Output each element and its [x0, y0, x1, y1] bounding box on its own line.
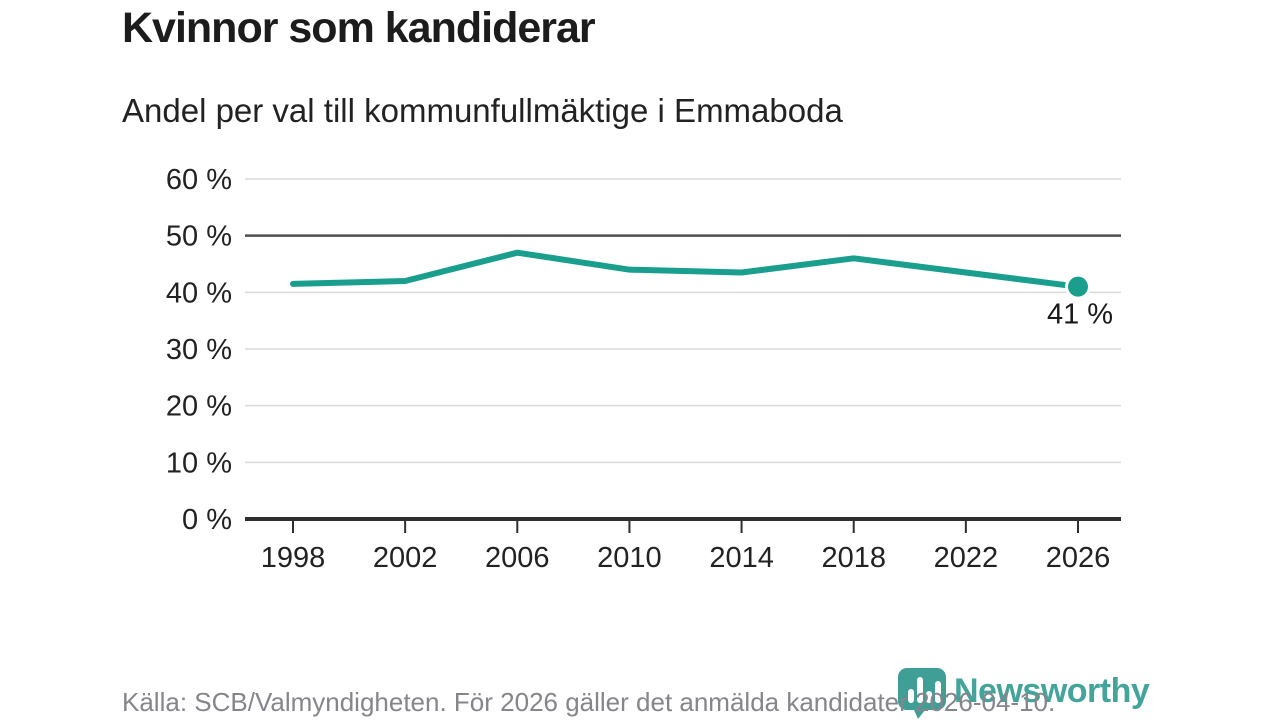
x-axis-tick-label: 2018: [821, 542, 886, 574]
y-axis-tick-label: 30 %: [166, 334, 232, 366]
data-point-marker: [1068, 276, 1088, 297]
x-axis-tick-label: 2002: [373, 542, 438, 574]
source-note: Källa: SCB/Valmyndigheten. För 2026 gäll…: [122, 687, 1056, 717]
brand-wordmark: Newsworthy: [954, 672, 1150, 710]
x-axis-tick-label: 2014: [709, 542, 774, 574]
end-value-label: 41 %: [1047, 299, 1113, 331]
chart-subtitle: Andel per val till kommunfullmäktige i E…: [122, 92, 843, 129]
x-axis-tick-label: 2026: [1046, 542, 1111, 574]
brand-logo: Newsworthy: [897, 667, 1150, 719]
data-point-halo: [1065, 273, 1091, 300]
chart-title: Kvinnor som kandiderar: [122, 4, 596, 52]
y-axis-tick-label: 20 %: [166, 391, 232, 423]
x-axis-tick-label: 1998: [261, 542, 326, 574]
y-axis-tick-label: 50 %: [166, 221, 232, 253]
y-axis-tick-label: 0 %: [182, 504, 232, 536]
x-axis-tick-label: 2006: [485, 542, 550, 574]
y-axis-tick-label: 60 %: [166, 164, 232, 196]
x-axis-tick-label: 2010: [597, 542, 662, 574]
y-axis-tick-label: 10 %: [166, 447, 232, 479]
x-axis-tick-label: 2022: [934, 542, 999, 574]
y-axis-tick-label: 40 %: [166, 277, 232, 309]
data-line: [290, 249, 1081, 290]
newsworthy-logo-icon: [898, 668, 946, 719]
